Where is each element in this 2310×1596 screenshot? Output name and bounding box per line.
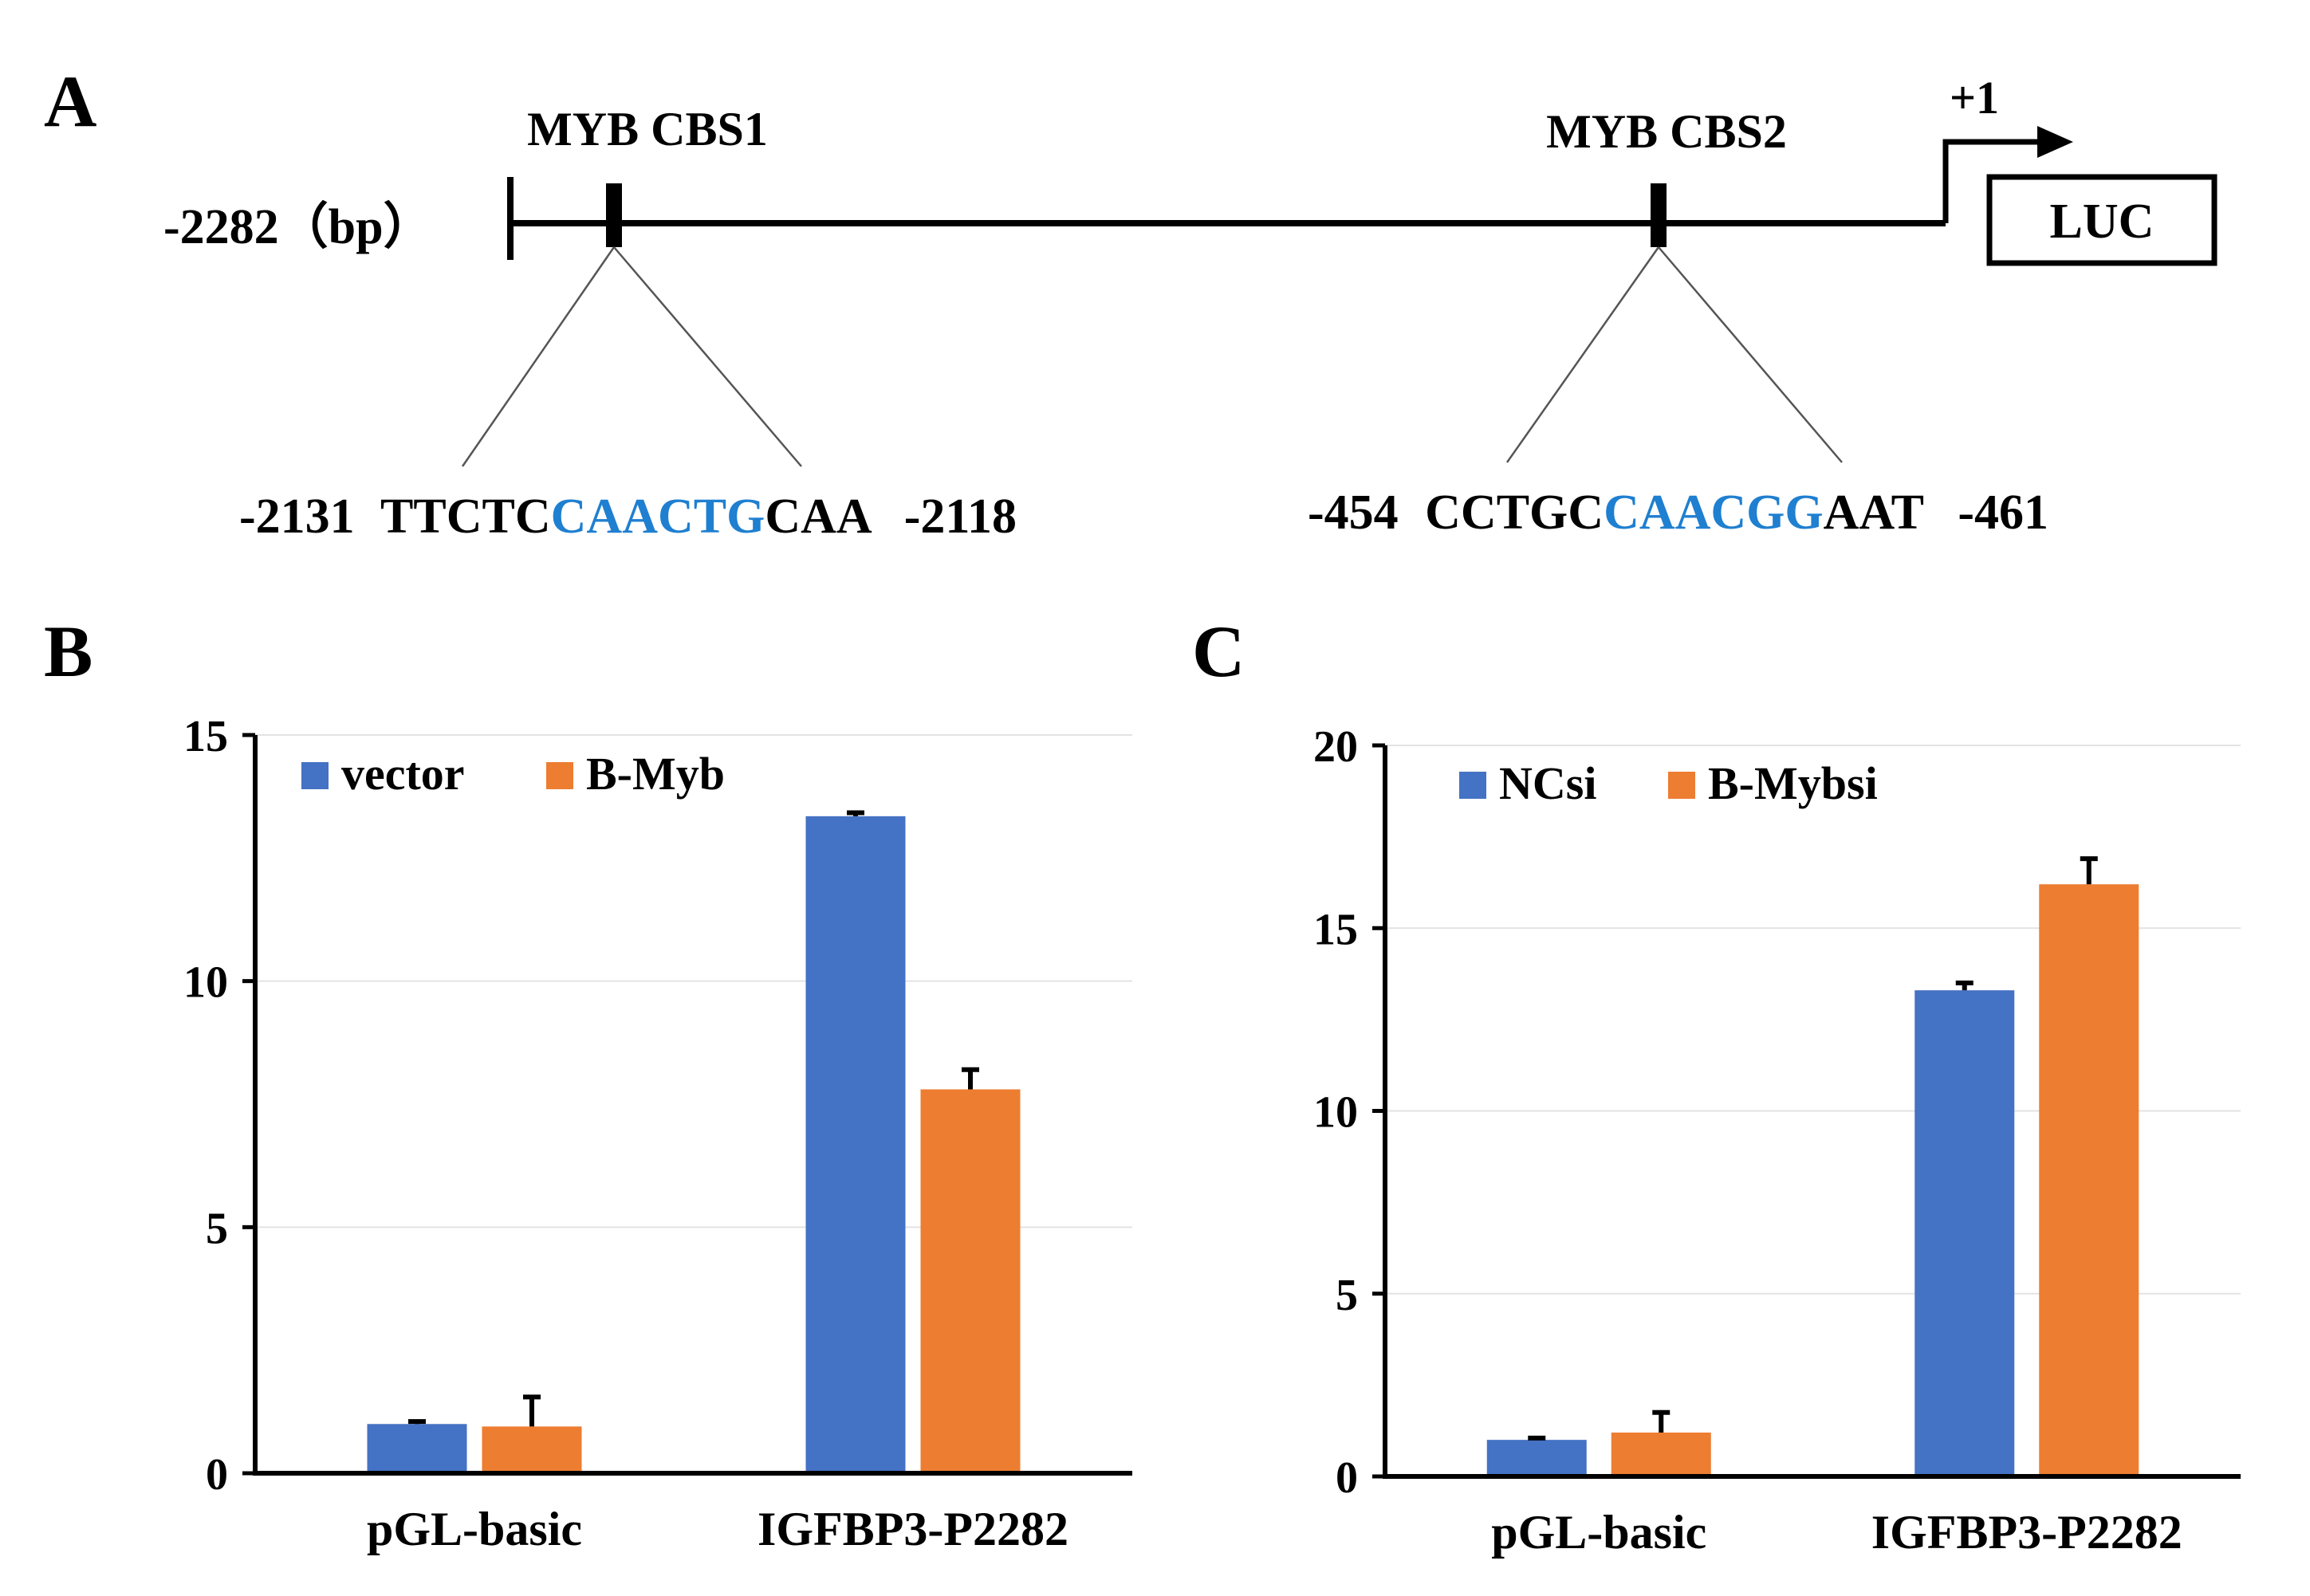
legend-label: B-Mybsi <box>1708 757 1878 809</box>
y-tick-label: 5 <box>206 1204 228 1253</box>
bar-b-myb-1 <box>920 1089 1021 1473</box>
legend-swatch-ncsi <box>1459 772 1486 799</box>
cbs1-zoom-left <box>461 246 616 467</box>
cbs2-sequence: -454 CCTGCCAACGGAAT -461 <box>1308 485 2048 540</box>
y-tick-label: 10 <box>1313 1088 1358 1138</box>
bar-ncsi-0 <box>1486 1440 1587 1476</box>
cbs2-zoom-left <box>1505 246 1660 463</box>
panel-a-label: A <box>44 61 96 142</box>
cbs2-seq-end: -461 <box>1958 485 2048 540</box>
y-tick-label: 20 <box>1313 722 1358 772</box>
y-tick-label: 0 <box>1336 1453 1358 1503</box>
panel-c-label: C <box>1192 611 1245 692</box>
tss-arrow <box>1942 139 2041 223</box>
cbs1-zoom-right <box>613 246 802 467</box>
cbs1-seq-prefix: TTCTC <box>380 489 551 544</box>
luc-label: LUC <box>2050 195 2155 249</box>
panel-b-label: B <box>44 611 92 692</box>
chart-b: 0 5 10 15 pGL-basic IGFBP3-P2282 vector B-Myb <box>183 712 1132 1555</box>
y-tick-label: 15 <box>183 712 228 761</box>
cbs1-seq-core: CAACTG <box>551 489 765 544</box>
cbs2-name: MYB CBS2 <box>1546 105 1787 158</box>
x-tick-label: pGL-basic <box>367 1503 582 1555</box>
y-tick-label: 15 <box>1313 905 1358 954</box>
cbs1-sequence: -2131 TTCTCCAACTGCAA -2118 <box>239 489 1017 544</box>
cbs1-seq-end: -2118 <box>904 489 1017 544</box>
legend-label: NCsi <box>1499 757 1596 809</box>
promoter-start-label: -2282（bp） <box>163 199 433 254</box>
cbs1-marker <box>606 183 622 247</box>
chart-c: 0 5 10 15 20 pGL-basic IGFBP3-P2282 NCsi B-Mybsi <box>1313 722 2241 1559</box>
panel-c: C 0 5 10 15 20 pGL-basic IGFBP3-P2282 NCsi B-Myb… <box>1192 611 2241 1559</box>
x-tick-label: IGFBP3-P2282 <box>758 1503 1068 1555</box>
cbs2-seq-start: -454 <box>1308 485 1399 540</box>
cbs1-seq-suffix: CAA <box>765 489 872 544</box>
bar-b-mybsi-1 <box>2039 884 2139 1476</box>
bar-ncsi-1 <box>1915 990 2015 1476</box>
legend-label: B-Myb <box>586 748 725 800</box>
cbs2-seq-prefix: CCTGC <box>1425 485 1604 540</box>
cbs1-seq-start: -2131 <box>239 489 355 544</box>
bar-b-mybsi-0 <box>1611 1432 1711 1476</box>
legend-swatch-vector <box>301 762 329 789</box>
cbs2-seq-core: CAACGG <box>1604 485 1824 540</box>
bar-vector-1 <box>805 816 906 1473</box>
cbs2-seq-suffix: AAT <box>1824 485 1924 540</box>
legend-label: vector <box>341 748 465 800</box>
panel-b: B 0 5 10 15 pGL-basic IGFBP3-P2282 vector B-Myb <box>44 611 1132 1555</box>
cbs1-name: MYB CBS1 <box>527 103 768 155</box>
x-tick-label: IGFBP3-P2282 <box>1871 1506 2182 1559</box>
y-tick-label: 10 <box>183 958 228 1008</box>
tss-label: +1 <box>1950 72 1999 124</box>
legend-swatch-b-myb <box>546 762 573 789</box>
tss-arrowhead <box>2037 126 2073 158</box>
y-tick-label: 5 <box>1336 1271 1358 1320</box>
y-tick-label: 0 <box>206 1450 228 1500</box>
bar-b-myb-0 <box>482 1426 582 1473</box>
legend-swatch-b-mybsi <box>1668 772 1695 799</box>
luc-box <box>1986 174 2218 266</box>
cbs2-zoom-right <box>1658 246 1843 463</box>
cbs2-marker <box>1651 183 1667 247</box>
bar-vector-0 <box>367 1424 467 1473</box>
x-tick-label: pGL-basic <box>1491 1506 1706 1559</box>
panel-a: A -2282（bp） MYB CBS1 -2131 TTCTCCAACTGCA… <box>44 61 2218 544</box>
